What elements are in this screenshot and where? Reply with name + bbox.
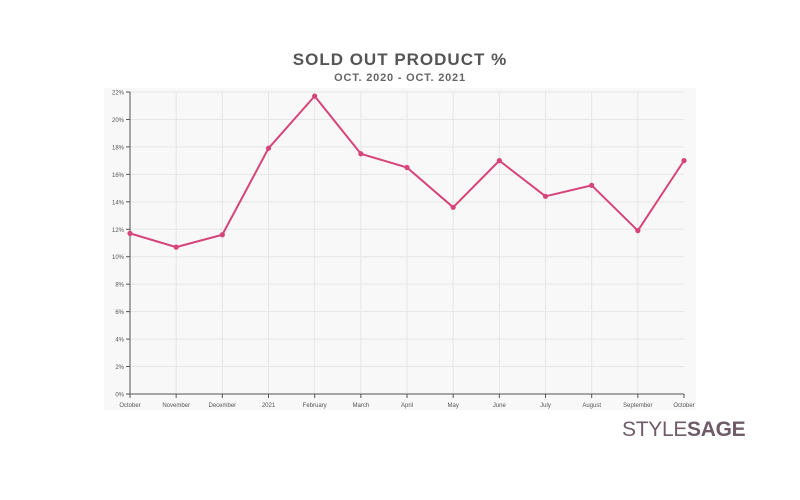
y-tick-label: 2%	[115, 365, 124, 371]
data-point	[542, 193, 549, 199]
x-tick-label: August	[582, 403, 601, 409]
x-tick-label: September	[623, 403, 652, 409]
axes	[126, 91, 685, 398]
y-tick-label: 22%	[112, 91, 125, 97]
data-point	[589, 182, 595, 188]
y-tick-label: 20%	[112, 118, 125, 124]
x-tick-label: October	[119, 403, 140, 409]
x-tick-label: October	[673, 403, 694, 409]
x-tick-label: November	[162, 403, 190, 409]
y-tick-label: 0%	[115, 393, 124, 399]
x-tick-label: May	[447, 403, 458, 409]
x-tick-label: 2021	[262, 403, 276, 409]
data-point	[404, 164, 410, 171]
chart-title: SOLD OUT PRODUCT %	[292, 50, 508, 69]
y-tick-label: 14%	[112, 200, 125, 206]
x-tick-label: April	[401, 403, 413, 409]
y-tick-label: 4%	[115, 338, 124, 344]
x-tick-label: June	[493, 403, 507, 409]
logo-part-sage: SAGE	[687, 418, 746, 441]
data-point	[635, 228, 641, 234]
chart-subtitle: OCT. 2020 - OCT. 2021	[334, 72, 466, 84]
x-tick-label: July	[540, 403, 551, 409]
y-tick-label: 8%	[115, 283, 124, 289]
data-point	[681, 158, 687, 164]
data-point	[173, 244, 179, 250]
data-point	[127, 230, 133, 236]
data-point	[358, 151, 364, 157]
data-point	[219, 232, 225, 238]
y-tick-label: 12%	[112, 228, 125, 234]
data-point	[265, 145, 272, 151]
data-point	[450, 204, 456, 210]
y-tick-label: 16%	[112, 173, 125, 179]
data-point	[496, 158, 502, 164]
x-tick-label: February	[303, 403, 327, 409]
grid-lines	[130, 91, 684, 394]
plot-background	[104, 88, 696, 410]
stylesage-logo: STYLESAGE	[622, 418, 746, 442]
y-tick-label: 6%	[115, 310, 124, 316]
data-point	[312, 93, 318, 99]
y-tick-label: 18%	[112, 145, 125, 151]
tick-labels: 0% 2% 4% 6% 8% 10% 12% 14% 16% 18% 20% 22% October No…	[112, 91, 695, 410]
x-tick-label: March	[352, 403, 369, 409]
series-layer	[127, 93, 687, 250]
logo-part-style: STYLE	[622, 418, 688, 441]
y-tick-label: 10%	[112, 255, 125, 261]
x-tick-label: December	[208, 403, 236, 409]
